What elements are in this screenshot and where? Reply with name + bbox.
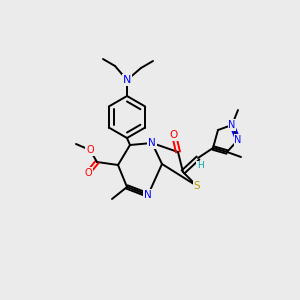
Text: O: O <box>170 130 178 140</box>
Text: N: N <box>148 138 156 148</box>
Text: N: N <box>144 190 152 200</box>
Text: O: O <box>84 168 92 178</box>
Text: O: O <box>86 145 94 155</box>
Text: H: H <box>196 161 203 170</box>
Text: S: S <box>194 181 200 191</box>
Text: N: N <box>228 120 236 130</box>
Text: N: N <box>234 135 242 145</box>
Text: N: N <box>123 75 131 85</box>
